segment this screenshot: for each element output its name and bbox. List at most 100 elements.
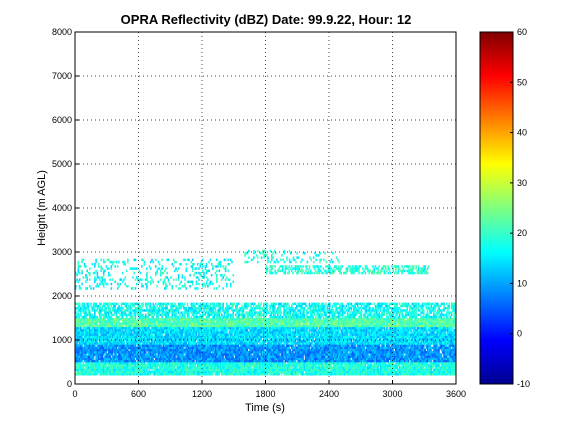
echo-cell-layer-0 xyxy=(282,362,284,365)
echo-cell-layer-0 xyxy=(317,370,320,374)
echo-cell-layer-1 xyxy=(393,353,396,356)
echo-cell-layer-0 xyxy=(307,373,309,376)
echo-cell-layer-1 xyxy=(240,353,242,356)
echo-cell-layer-0 xyxy=(200,373,203,376)
echo-cell-layer-1 xyxy=(290,353,293,356)
echo-cell-layer-1 xyxy=(214,359,217,363)
echo-cell-layer-0 xyxy=(355,373,358,376)
echo-cell-layer-1 xyxy=(337,353,340,356)
echo-cell-layer-1 xyxy=(246,355,249,358)
echo-cell-layer-2 xyxy=(412,342,415,345)
echo-cell-layer-1 xyxy=(348,353,350,356)
echo-cell-layer-2 xyxy=(193,342,195,345)
echo-cell-layer-1 xyxy=(202,348,204,352)
echo-cell-layer-0 xyxy=(411,370,414,374)
echo-cell-layer-1 xyxy=(382,357,384,361)
echo-cell-layer-1 xyxy=(219,359,222,363)
echo-cell-layer-1 xyxy=(127,348,129,352)
echo-cell-layer-2 xyxy=(235,337,237,341)
echo-cell-layer-1 xyxy=(109,348,111,352)
echo-cell-layer-2 xyxy=(142,337,144,341)
echo-cell-layer-1 xyxy=(364,344,367,347)
echo-cell-layer-2 xyxy=(80,337,82,341)
echo-cell-layer-0 xyxy=(339,368,341,372)
echo-cell-layer-1 xyxy=(283,355,285,358)
echo-cell-layer-1 xyxy=(435,355,438,358)
echo-cell-layer-1 xyxy=(241,355,243,358)
echo-cell-layer-0 xyxy=(221,366,223,369)
echo-cell-layer-0 xyxy=(420,368,423,372)
echo-cell-layer-1 xyxy=(312,355,315,358)
echo-cell-layer-0 xyxy=(330,370,332,374)
echo-cell-layer-1 xyxy=(97,357,100,361)
echo-cell-layer-0 xyxy=(419,368,421,372)
echo-cell-layer-1 xyxy=(78,348,81,352)
echo-cell-layer-1 xyxy=(421,348,424,352)
echo-cell-layer-0 xyxy=(454,373,456,376)
echo-cell-layer-0 xyxy=(141,368,143,372)
echo-cell-layer-0 xyxy=(77,364,80,367)
echo-cell-layer-0 xyxy=(200,366,203,369)
echo-cell-layer-1 xyxy=(255,351,257,354)
echo-cell-layer-1 xyxy=(297,344,299,347)
echo-cell-layer-2 xyxy=(116,337,119,341)
echo-cell-layer-1 xyxy=(405,353,407,356)
echo-cell-layer-0 xyxy=(397,368,400,372)
echo-cell-layer-1 xyxy=(449,359,452,363)
echo-cell-layer-0 xyxy=(217,362,219,365)
echo-cell-layer-0 xyxy=(156,373,158,376)
echo-cell-layer-2 xyxy=(416,337,419,341)
echo-cell-layer-0 xyxy=(345,366,348,369)
echo-cell-layer-1 xyxy=(278,344,280,347)
echo-cell-layer-1 xyxy=(114,348,116,352)
echo-cell-layer-1 xyxy=(411,348,414,352)
echo-cell-layer-0 xyxy=(246,362,249,365)
echo-cell-layer-0 xyxy=(382,373,384,376)
echo-cell-layer-1 xyxy=(406,351,409,354)
echo-cell-layer-1 xyxy=(287,357,289,361)
echo-cell-layer-0 xyxy=(248,373,251,376)
echo-cell-layer-0 xyxy=(389,362,392,365)
echo-cell-layer-2 xyxy=(160,337,162,341)
echo-cell-layer-0 xyxy=(287,362,289,365)
echo-cell-layer-0 xyxy=(416,362,419,365)
echo-cell-layer-1 xyxy=(340,359,342,363)
echo-cell-layer-2 xyxy=(116,335,119,339)
echo-cell-layer-2 xyxy=(392,342,395,345)
echo-cell-layer-1 xyxy=(260,359,262,363)
echo-cell-layer-1 xyxy=(294,351,297,354)
echo-cell-layer-1 xyxy=(411,357,414,361)
echo-cell-layer-0 xyxy=(316,362,318,365)
echo-cell-layer-0 xyxy=(203,362,205,365)
echo-cell-layer-1 xyxy=(283,351,285,354)
echo-cell-layer-1 xyxy=(378,348,381,352)
echo-cell-layer-0 xyxy=(172,364,175,367)
echo-cell-layer-2 xyxy=(255,340,257,343)
echo-cell-layer-1 xyxy=(265,346,268,350)
echo-cell-layer-1 xyxy=(254,348,256,352)
echo-cell-layer-1 xyxy=(185,348,188,352)
echo-cell-layer-2 xyxy=(309,342,312,345)
echo-cell-layer-2 xyxy=(311,342,313,345)
echo-cell-layer-0 xyxy=(123,368,125,372)
echo-cell-layer-0 xyxy=(198,373,200,376)
echo-cell-layer-1 xyxy=(127,357,129,361)
echo-cell-layer-2 xyxy=(163,340,166,343)
echo-cell-layer-0 xyxy=(144,362,147,365)
echo-cell-layer-1 xyxy=(259,357,261,361)
echo-cell-layer-0 xyxy=(288,370,290,374)
echo-cell-layer-1 xyxy=(329,355,331,358)
echo-cell-layer-2 xyxy=(190,340,193,343)
echo-cell-layer-0 xyxy=(280,373,283,376)
echo-cell-layer-0 xyxy=(306,370,308,374)
echo-cell-layer-1 xyxy=(78,359,81,363)
echo-cell-layer-2 xyxy=(144,340,147,343)
echo-cell-layer-0 xyxy=(128,368,130,372)
echo-cell-layer-1 xyxy=(111,353,114,356)
echo-cell-layer-2 xyxy=(176,340,179,343)
echo-cell-layer-1 xyxy=(266,348,269,352)
echo-cell-layer-1 xyxy=(257,355,260,358)
echo-cell-layer-1 xyxy=(392,353,395,356)
echo-cell-layer-0 xyxy=(401,364,403,367)
echo-cell-layer-2 xyxy=(406,342,409,345)
